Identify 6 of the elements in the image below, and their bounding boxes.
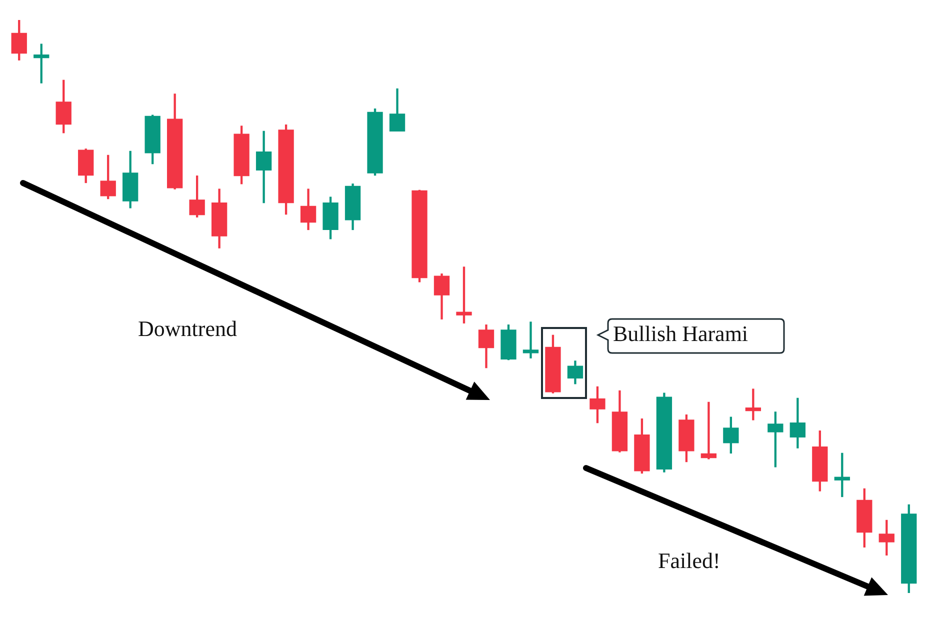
candlestick: [700, 402, 717, 460]
annotation: Downtrend: [138, 316, 237, 342]
annotation: Failed!: [658, 548, 720, 574]
candlestick: [522, 322, 539, 358]
candlestick: [745, 388, 761, 420]
annotation: Bullish Harami: [613, 321, 748, 347]
